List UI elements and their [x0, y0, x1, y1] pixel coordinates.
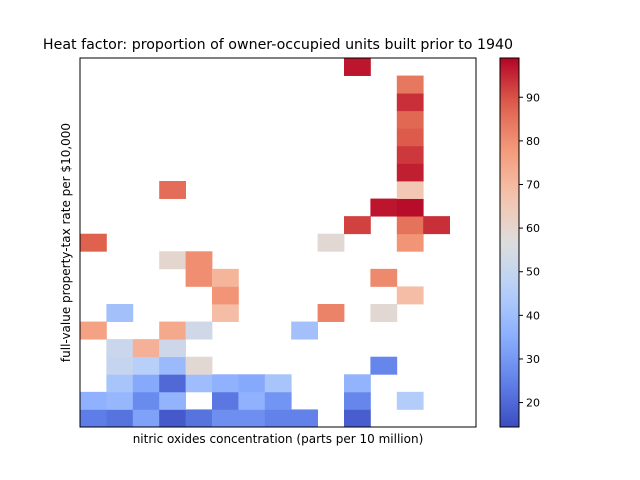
heatmap-cell [396, 163, 424, 182]
heatmap-cell [291, 321, 318, 340]
heatmap-cell [159, 374, 186, 393]
heatmap-cell [80, 321, 107, 340]
heatmap-cell [317, 233, 345, 252]
heatmap-cell [159, 181, 186, 199]
heatmap-cell [132, 409, 160, 428]
heatmap-cell [396, 181, 424, 199]
heatmap-cell [264, 409, 292, 428]
heatmap-cell [159, 356, 186, 375]
heatmap-cell [344, 58, 371, 76]
heatmap-cell [212, 409, 239, 428]
heatmap-cell [344, 216, 371, 235]
heatmap-cell [370, 268, 398, 287]
heatmap-cell [344, 391, 371, 410]
chart-title: Heat factor: proportion of owner-occupie… [43, 37, 513, 53]
heatmap-cell [396, 391, 424, 410]
heatmap-cell [185, 321, 213, 340]
heatmap-cell [185, 356, 213, 375]
heatmap-cell [370, 198, 398, 217]
heatmap-cell [344, 409, 371, 428]
heatmap-cell [212, 374, 239, 393]
heatmap-cell [396, 286, 424, 305]
y-axis-label: full-value property-tax rate per $10,000 [59, 123, 73, 362]
heatmap-cell [396, 233, 424, 252]
colorbar: 20 30 40 50 60 70 80 90 [499, 57, 540, 428]
heatmap-cell [423, 216, 450, 235]
heatmap-cell [159, 339, 186, 358]
colorbar-tick-label: 30 [526, 353, 540, 366]
heatmap-cell [185, 251, 213, 270]
heatmap-cell [106, 304, 134, 322]
heatmap-cell [106, 374, 134, 393]
heatmap-cell [106, 391, 134, 410]
heatmap-cell [159, 321, 186, 340]
heatmap-cell [396, 75, 424, 94]
heatmap-cell [317, 304, 345, 322]
heatmap-cell [238, 409, 266, 428]
heatmap-cell [80, 409, 107, 428]
colorbar-tick-label: 90 [526, 91, 540, 104]
heatmap-cell [344, 374, 371, 393]
heatmap-cell [396, 93, 424, 112]
colorbar-tick-label: 40 [526, 309, 540, 322]
heatmap-cell [159, 251, 186, 270]
heatmap-cell [396, 198, 424, 217]
heatmap-cell [185, 409, 213, 428]
colorbar-ticks: 20 30 40 50 60 70 80 90 [519, 91, 540, 410]
heatmap-cell [80, 233, 107, 252]
colorbar-tick-label: 80 [526, 135, 540, 148]
heatmap-cell [370, 304, 398, 322]
heatmap-cell [132, 339, 160, 358]
heatmap-cell [159, 409, 186, 428]
colorbar-tick-label: 70 [526, 178, 540, 191]
heatmap-cell [185, 268, 213, 287]
heatmap-cell [106, 356, 134, 375]
colorbar-gradient [500, 58, 519, 427]
heatmap-cell [212, 304, 239, 322]
colorbar-tick-label: 20 [526, 397, 540, 410]
heatmap-cell [291, 409, 318, 428]
heatmap-cell [106, 409, 134, 428]
heatmap-cell [396, 128, 424, 147]
heatmap-cell [185, 374, 213, 393]
heatmap-cell [132, 391, 160, 410]
colorbar-tick-label: 50 [526, 266, 540, 279]
heatmap-cell [106, 339, 134, 358]
colorbar-tick-label: 60 [526, 222, 540, 235]
heatmap-cell [238, 391, 266, 410]
heatmap-cell [396, 145, 424, 164]
heatmap-cell [212, 391, 239, 410]
colorbar-frame [499, 57, 520, 428]
heatmap-cell [396, 216, 424, 235]
heatmap-cell [238, 374, 266, 393]
heatmap-cell [370, 356, 398, 375]
heatmap-cell [212, 286, 239, 305]
heatmap-cell [264, 391, 292, 410]
heatmap-cell [159, 391, 186, 410]
plot-frame [79, 57, 477, 428]
heatmap-cell [80, 391, 107, 410]
x-axis-label: nitric oxides concentration (parts per 1… [133, 432, 424, 446]
heatmap-cells [80, 58, 450, 428]
heatmap-cell [396, 110, 424, 129]
heatmap-cell [132, 356, 160, 375]
heatmap-cell [264, 374, 292, 393]
heatmap-cell [212, 268, 239, 287]
heatmap-cell [132, 374, 160, 393]
